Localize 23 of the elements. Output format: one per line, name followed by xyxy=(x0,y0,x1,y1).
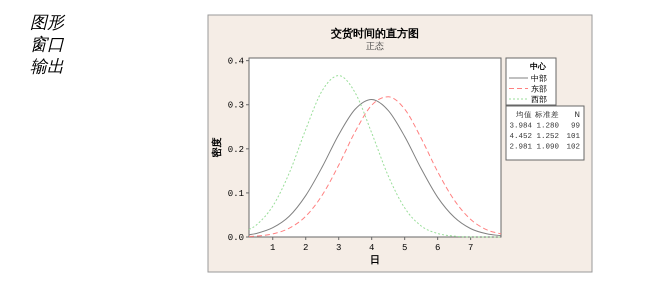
x-tick-label: 3 xyxy=(336,243,342,253)
y-tick-label: 0.0 xyxy=(228,233,244,243)
legend-title: 中心 xyxy=(530,61,547,71)
text: 图形 xyxy=(30,13,66,33)
x-tick-label: 4 xyxy=(369,243,374,253)
y-tick-label: 0.2 xyxy=(228,144,244,155)
y-axis-title: 密度 xyxy=(211,138,223,158)
text: 输出 xyxy=(30,57,64,77)
legend-label: 东部 xyxy=(531,84,547,94)
text: 窗口 xyxy=(30,35,65,55)
x-axis-title: 日 xyxy=(370,255,380,266)
y-tick-label: 0.1 xyxy=(228,188,244,199)
chart-subtitle: 正态 xyxy=(366,41,384,52)
x-tick-label: 6 xyxy=(434,243,440,253)
y-tick-label: 0.4 xyxy=(228,56,244,67)
legend-label: 西部 xyxy=(531,95,547,104)
y-tick-label: 0.3 xyxy=(228,100,244,111)
x-tick-label: 2 xyxy=(303,243,308,253)
x-tick-label: 1 xyxy=(270,243,276,253)
legend-label: 中部 xyxy=(531,74,547,83)
chart-title: 交货时间的直方图 xyxy=(330,27,419,40)
x-tick-label: 5 xyxy=(402,243,408,253)
x-tick-label: 7 xyxy=(468,243,474,253)
